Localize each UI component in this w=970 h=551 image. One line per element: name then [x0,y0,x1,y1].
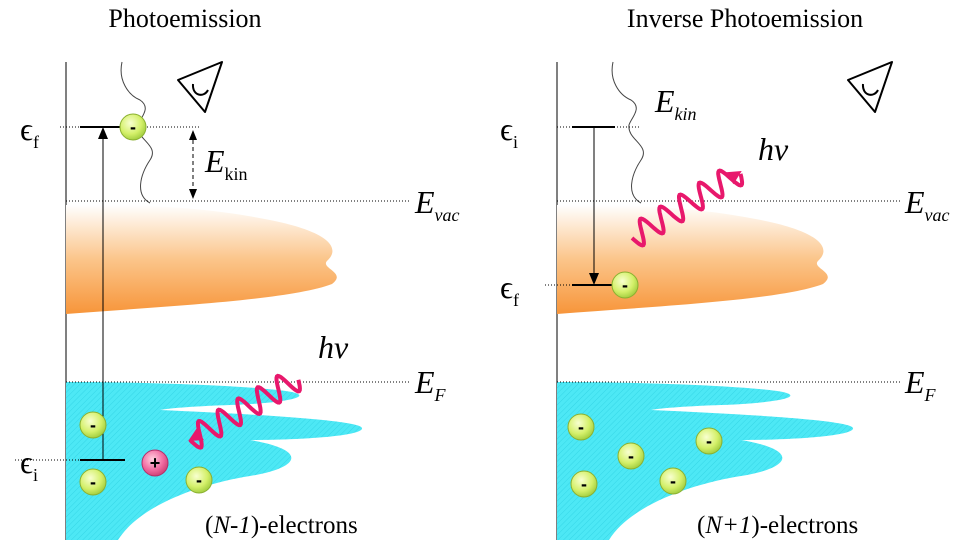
electron [185,466,213,494]
photon-arrowhead [188,427,204,441]
photon [630,168,745,248]
symbol: E [654,83,675,119]
photon-arrowhead [726,170,742,185]
symbol: E [204,143,225,179]
symbol: E [414,364,435,400]
subscript: kin [225,164,248,184]
epsilon-f: ϵf [500,269,519,310]
conduction-band [66,204,337,314]
hole [141,449,169,477]
valence-band [557,382,854,540]
charge-sign: - [130,117,136,137]
arrowhead [98,127,108,139]
electron [695,427,723,455]
epsilon-i: ϵi [500,111,518,152]
e-vac: Evac [414,184,460,225]
electron-count: (N+1)-electrons [697,512,858,539]
symbol: ϵ [20,444,33,480]
symbol: ϵ [500,269,513,305]
electron [79,411,107,439]
spectrum [611,61,644,204]
charge-sign: - [622,275,628,295]
symbol: E [904,184,925,220]
panel-photoemission: Photoemission ϵf ϵi Ekin Evac EF hν (N-1… [15,4,460,540]
count: N-1 [212,512,251,539]
symbol: E [414,184,435,220]
conduction-band [557,204,828,314]
subscript: vac [435,205,460,225]
subscript: F [434,385,447,405]
photon-label: hν [758,131,789,167]
electron [570,470,598,498]
arrowhead [189,189,197,199]
charge-sign: - [706,431,712,451]
symbol: ϵ [500,111,513,147]
e-kin: Ekin [654,83,697,124]
paren: ( [205,512,213,539]
electron [79,468,107,496]
charge-sign: - [196,470,202,490]
charge-sign: - [578,417,584,437]
electron [617,442,645,470]
eye-icon [177,61,223,113]
electron [119,113,147,141]
subscript: kin [675,104,697,124]
e-fermi: EF [414,364,447,405]
eye-icon [847,61,893,113]
photon [188,373,302,450]
subscript: i [513,132,518,152]
charge-sign: - [90,472,96,492]
subscript: i [33,465,38,485]
suffix: )-electrons [751,512,858,539]
charge-sign: + [150,453,161,473]
electron [567,413,595,441]
subscript: F [924,385,937,405]
subscript: f [33,132,39,152]
e-vac: Evac [904,184,950,225]
photon-label: hν [318,329,349,365]
subscript: f [513,290,519,310]
epsilon-f: ϵf [20,111,39,152]
subscript: vac [925,205,950,225]
e-fermi: EF [904,364,937,405]
electron [659,467,687,495]
epsilon-i: ϵi [20,444,38,485]
charge-sign: - [670,471,676,491]
panel-inverse-photoemission: Inverse Photoemission ϵi ϵf Ekin Evac EF… [500,4,950,540]
electron-count: (N-1)-electrons [205,512,358,539]
symbol: ϵ [20,111,33,147]
arrowhead [589,273,599,285]
valence-band [66,382,363,540]
count: N+1 [704,512,751,539]
arrowhead [189,130,197,140]
symbol: E [904,364,925,400]
suffix: )-electrons [251,512,358,539]
paren: ( [697,512,705,539]
electron [611,271,639,299]
charge-sign: - [628,446,634,466]
charge-sign: - [90,415,96,435]
panel-title: Photoemission [108,4,261,33]
charge-sign: - [581,474,587,494]
panel-title: Inverse Photoemission [627,4,863,33]
e-kin: Ekin [204,143,248,184]
